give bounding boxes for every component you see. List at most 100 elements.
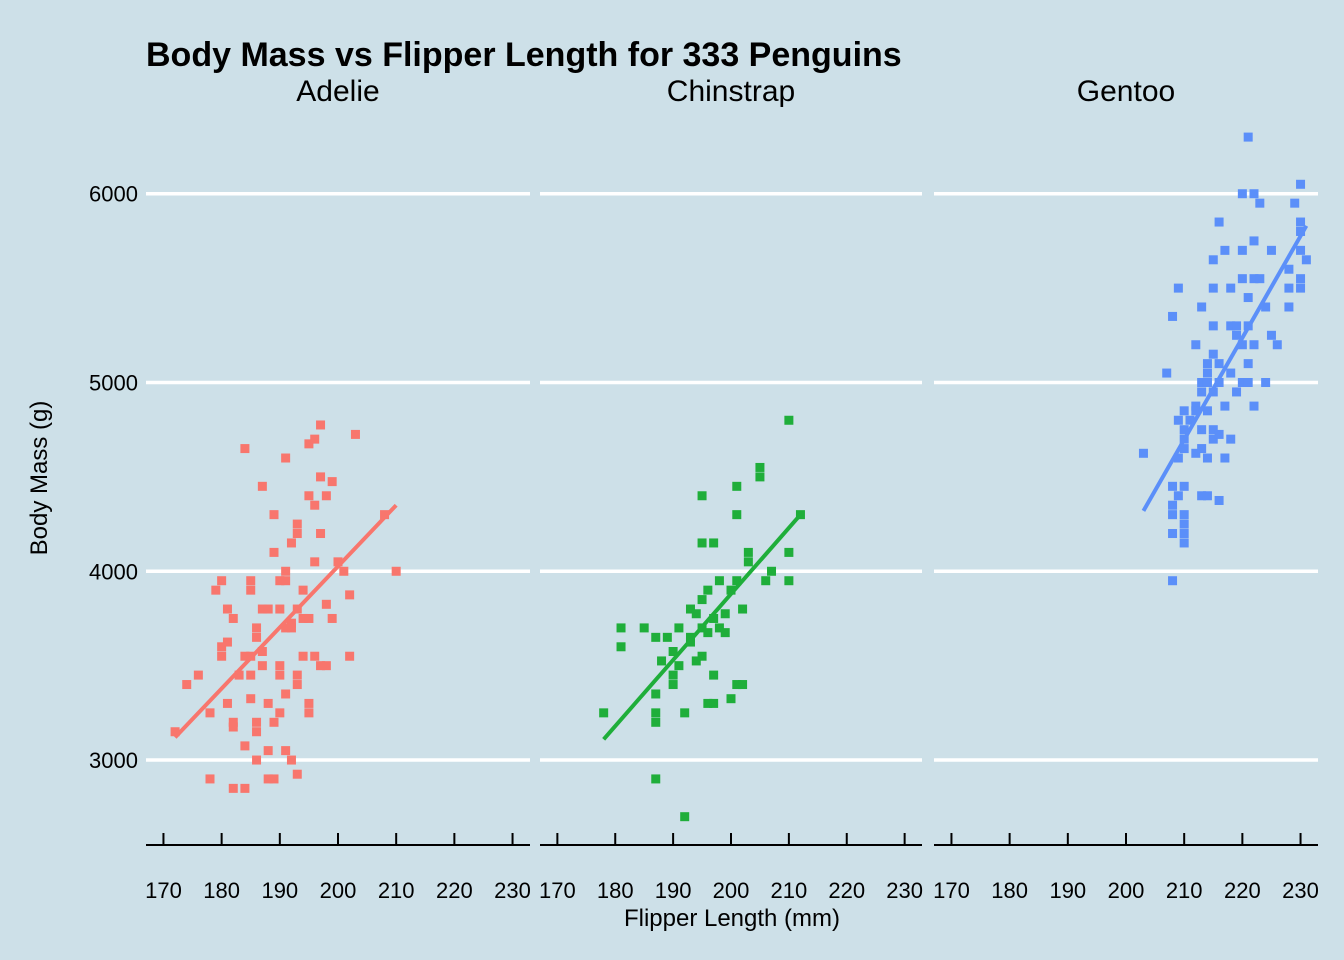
data-point <box>391 566 401 576</box>
data-point <box>1243 378 1253 387</box>
x-tick-label: 170 <box>539 878 576 903</box>
data-point <box>281 453 291 463</box>
data-point <box>726 694 736 704</box>
data-point <box>651 632 661 642</box>
data-point <box>784 415 794 425</box>
data-point <box>755 462 765 472</box>
data-point <box>345 651 355 661</box>
data-point <box>304 698 314 708</box>
data-point <box>1185 415 1195 425</box>
data-point <box>668 670 678 680</box>
x-tick-label: 180 <box>203 878 240 903</box>
data-point <box>321 599 331 609</box>
facet-title: Chinstrap <box>667 75 795 108</box>
data-point <box>286 623 296 633</box>
data-point <box>275 661 285 671</box>
data-point <box>1179 481 1189 491</box>
x-tick-label: 180 <box>597 878 634 903</box>
data-point <box>1243 293 1253 303</box>
data-point <box>1296 217 1306 227</box>
data-point <box>310 500 320 510</box>
data-point <box>761 576 771 586</box>
data-point <box>1173 453 1183 463</box>
y-axis-label: Body Mass (g) <box>26 401 53 556</box>
data-point <box>732 510 742 520</box>
data-point <box>1202 491 1212 501</box>
x-tick-label: 170 <box>145 878 182 903</box>
data-point <box>1179 538 1189 548</box>
data-point <box>1261 378 1271 387</box>
data-point <box>281 746 291 756</box>
data-point <box>1179 406 1189 416</box>
data-point <box>1255 274 1265 284</box>
data-point <box>257 481 267 491</box>
data-point <box>1197 425 1207 435</box>
x-tick-label: 210 <box>1166 878 1203 903</box>
data-point <box>668 680 678 690</box>
data-point <box>720 628 730 638</box>
data-point <box>286 755 296 765</box>
data-point <box>269 717 279 727</box>
data-point <box>275 604 285 614</box>
data-point <box>1197 378 1207 387</box>
data-point <box>1220 245 1230 255</box>
data-point <box>252 623 262 633</box>
data-point <box>298 651 308 661</box>
data-point <box>1208 283 1218 293</box>
data-point <box>651 689 661 699</box>
data-point <box>651 708 661 718</box>
data-point <box>1168 481 1178 491</box>
data-point <box>222 698 232 708</box>
facet-title: Gentoo <box>1077 75 1175 108</box>
data-point <box>732 576 742 586</box>
x-tick-label: 200 <box>1108 878 1145 903</box>
data-point <box>651 774 661 784</box>
data-point <box>662 632 672 642</box>
data-point <box>275 708 285 718</box>
data-point <box>680 812 690 822</box>
data-point <box>316 529 326 539</box>
data-point <box>1290 198 1300 208</box>
data-point <box>691 656 701 666</box>
data-point <box>298 613 308 623</box>
data-point <box>246 694 256 704</box>
data-point <box>720 609 730 619</box>
data-point <box>1168 500 1178 510</box>
data-point <box>316 420 326 430</box>
data-point <box>680 708 690 718</box>
data-point <box>327 613 337 623</box>
data-point <box>257 661 267 671</box>
y-tick-label: 4000 <box>89 559 138 584</box>
data-point <box>1179 425 1189 435</box>
data-point <box>321 661 331 671</box>
data-point <box>1284 264 1294 274</box>
x-tick-label: 190 <box>1049 878 1086 903</box>
data-point <box>1232 321 1242 331</box>
data-point <box>1202 453 1212 463</box>
data-point <box>1237 378 1247 387</box>
data-point <box>1173 491 1183 501</box>
data-point <box>1237 274 1247 284</box>
data-point <box>321 491 331 501</box>
x-tick-label: 220 <box>436 878 473 903</box>
data-point <box>310 557 320 567</box>
data-point <box>234 670 244 680</box>
facet-panel-gentoo: Gentoo 170 180 190 200 210 220 230 <box>933 75 1319 903</box>
facet-panel-chinstrap: Chinstrap 170 180 190 200 210 220 230 <box>539 75 923 903</box>
x-tick-label: 230 <box>494 878 531 903</box>
data-point <box>1261 302 1271 312</box>
data-point <box>286 618 296 628</box>
data-point <box>1255 198 1265 208</box>
data-point <box>222 604 232 614</box>
grid-layer <box>146 191 1318 762</box>
data-point <box>345 590 355 600</box>
facet-title: Adelie <box>296 75 379 108</box>
data-point <box>1179 529 1189 539</box>
data-point <box>1266 330 1276 340</box>
data-point <box>1168 311 1178 321</box>
x-tick-label: 190 <box>261 878 298 903</box>
trend-line <box>602 513 802 741</box>
data-point <box>211 585 221 595</box>
data-point <box>726 585 736 595</box>
data-point <box>1191 448 1201 458</box>
